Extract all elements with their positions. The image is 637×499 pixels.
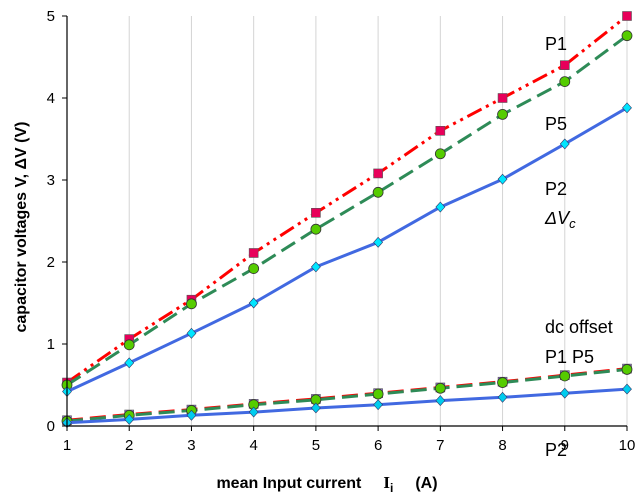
annotation-dc-offset: dc offset	[545, 317, 613, 337]
data-point	[373, 236, 384, 248]
data-point	[622, 383, 632, 395]
y-tick-label: 3	[47, 172, 55, 189]
data-point	[497, 377, 508, 388]
annotation-dv-p2: P2	[545, 179, 567, 199]
data-point	[559, 370, 571, 382]
series-p2-dcoffset	[62, 383, 632, 429]
y-tick-label: 4	[47, 90, 55, 107]
data-point	[373, 168, 383, 179]
data-point	[559, 60, 570, 71]
data-point	[622, 102, 632, 114]
x-tick-label: 1	[63, 437, 71, 454]
data-point	[497, 391, 508, 403]
annotation-dc-p2: P2	[545, 440, 567, 460]
y-axis-title: capacitor voltages V, ΔV (V)	[13, 122, 30, 333]
data-point	[248, 263, 260, 274]
data-point	[123, 339, 135, 351]
x-axis-title-subscript: i	[390, 481, 393, 495]
x-tick-label: 6	[374, 437, 382, 454]
y-tick-label: 2	[47, 254, 55, 271]
x-axis-title-symbol: I	[383, 473, 390, 492]
data-point	[622, 11, 632, 21]
y-tick-label: 5	[47, 8, 55, 25]
data-point	[373, 399, 384, 411]
data-point	[559, 387, 570, 399]
annotation-dv-label: ΔVc	[544, 208, 576, 231]
series-line	[66, 387, 628, 425]
data-point	[310, 402, 321, 414]
data-point	[559, 76, 571, 87]
data-point	[434, 148, 446, 160]
series-line	[66, 34, 628, 387]
data-point	[372, 388, 384, 400]
data-point	[559, 138, 570, 150]
x-tick-label: 3	[187, 437, 195, 454]
data-point	[248, 248, 259, 258]
data-point	[497, 109, 508, 120]
data-point	[497, 173, 508, 185]
data-point	[248, 297, 259, 309]
x-axis-title-unit: (A)	[415, 475, 437, 492]
data-point	[186, 298, 197, 310]
data-point	[310, 223, 322, 235]
series-line	[66, 14, 628, 384]
data-point	[186, 409, 197, 421]
data-point	[434, 382, 446, 394]
data-point	[435, 126, 446, 136]
data-point	[124, 413, 135, 425]
data-point	[497, 93, 508, 103]
data-point	[248, 406, 259, 418]
x-tick-label: 5	[312, 437, 320, 454]
annotation-dv-p5: P5	[545, 114, 567, 134]
series-p5-dcoffset	[61, 364, 633, 427]
grid	[128, 16, 628, 426]
data-point	[621, 30, 633, 42]
data-point	[372, 186, 384, 198]
data-point	[621, 364, 633, 375]
series-p5-vc	[61, 30, 633, 391]
data-point	[186, 327, 197, 339]
x-tick-label: 2	[125, 437, 133, 454]
y-tick-label: 0	[47, 418, 55, 435]
y-tick-label: 1	[47, 336, 55, 353]
data-point	[311, 208, 321, 218]
series-line	[66, 367, 628, 423]
data-point	[124, 357, 135, 369]
data-point	[435, 201, 446, 213]
axes	[62, 15, 628, 431]
x-tick-label: 10	[619, 437, 636, 454]
annotation-dv-label-sub: c	[569, 216, 576, 231]
x-tick-label: 4	[249, 437, 257, 454]
x-axis-title-text: mean Input current	[216, 475, 362, 492]
series-layer	[61, 11, 633, 429]
data-point	[435, 395, 446, 407]
annotation-dc-p1-p5: P1 P5	[545, 347, 594, 367]
x-tick-label: 9	[561, 437, 569, 454]
x-axis-title: mean Input current Ii (A)	[216, 473, 437, 495]
x-tick-label: 7	[436, 437, 444, 454]
annotation-dv-p1: P1	[545, 34, 567, 54]
data-point	[310, 261, 321, 273]
annotation-dv-label-main: ΔV	[544, 208, 571, 228]
x-tick-label: 8	[498, 437, 506, 454]
series-line	[66, 106, 628, 393]
